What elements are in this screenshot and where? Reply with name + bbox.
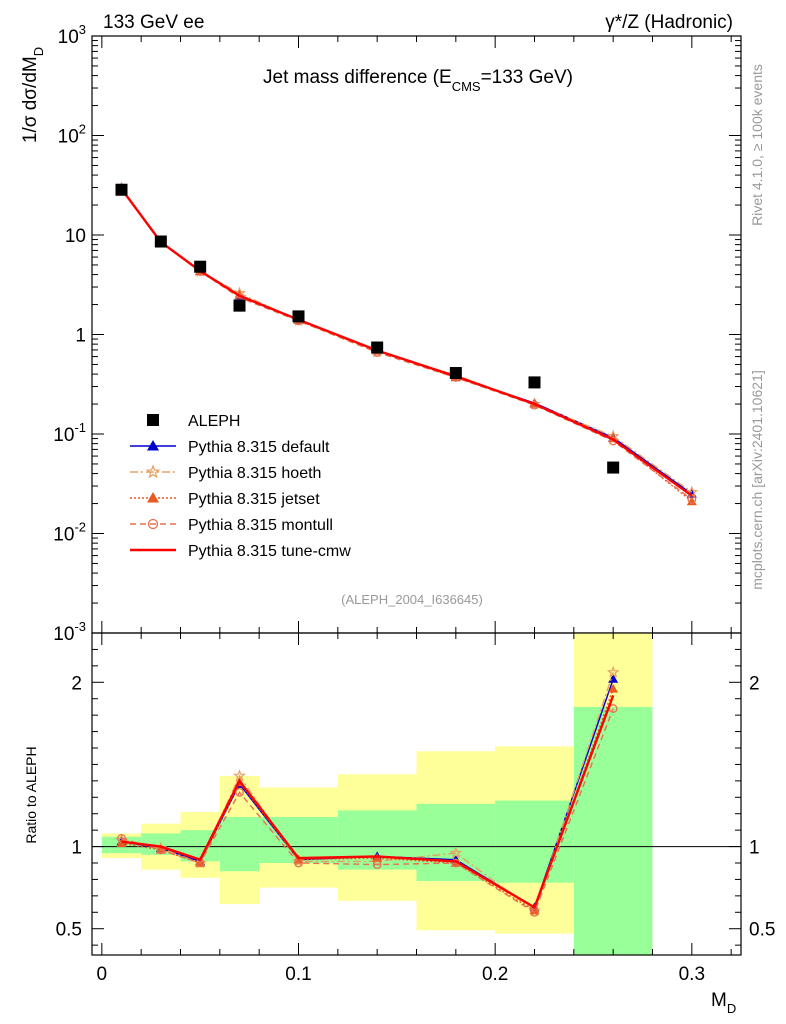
- legend-label-2: Pythia 8.315 hoeth: [188, 465, 321, 482]
- rivet-label: Rivet 4.1.0, ≥ 100k events: [749, 64, 765, 226]
- y-tick-label: 1: [75, 326, 86, 347]
- y-tick-label: 10-2: [53, 520, 86, 546]
- data-point: [371, 341, 384, 354]
- legend-label-3: Pythia 8.315 jetset: [188, 491, 320, 508]
- legend: ALEPH Pythia 8.315 default Pythia 8.315 ho…: [130, 413, 351, 560]
- series-line-4: [120, 188, 693, 497]
- x-tick-label: 0: [97, 964, 108, 985]
- series-point-3: [687, 495, 697, 504]
- ratio-band-inner: [416, 803, 496, 882]
- main-panel: 10-3 10-2 10-1 1 10 102 103: [53, 22, 742, 645]
- ratio-point-3: [235, 787, 244, 797]
- legend-label-1: Pythia 8.315 default: [188, 439, 330, 456]
- data-point: [607, 461, 620, 474]
- ratio-panel: 0 0.1 0.2 0.3 0.5 0.5 1 1 2 2: [56, 632, 775, 985]
- data-point: [233, 299, 246, 312]
- legend-marker-2: [145, 464, 161, 479]
- ratio-line-3: [121, 708, 614, 914]
- ratio-point-2: [529, 905, 540, 915]
- x-tick-label: 0.3: [679, 964, 705, 985]
- y-tick-label: 103: [58, 22, 86, 48]
- ratio-tick-label: 1: [71, 838, 82, 859]
- data-point: [528, 376, 541, 389]
- x-tick-label: 0.1: [285, 964, 311, 985]
- x-tick-label: 0.2: [482, 964, 508, 985]
- legend-label-0: ALEPH: [188, 413, 240, 430]
- ratio-y-axis-label: Ratio to ALEPH: [23, 746, 39, 843]
- y-tick-label: 10-3: [53, 619, 86, 645]
- ratio-tick-label: 1: [749, 838, 760, 859]
- data-point: [194, 260, 207, 273]
- data-point: [449, 367, 462, 380]
- legend-marker-0: [147, 414, 159, 426]
- chart-title: Jet mass difference (ECMS=133 GeV): [263, 67, 573, 94]
- ratio-line-4: [121, 694, 615, 910]
- ratio-tick-label: 2: [749, 673, 760, 694]
- legend-marker-1: [147, 440, 159, 451]
- ratio-line-1: [121, 672, 614, 912]
- legend-marker-3: [147, 492, 159, 503]
- legend-marker-4: [147, 518, 159, 530]
- analysis-id: (ALEPH_2004_I636645): [341, 592, 483, 607]
- y-axis-label: 1/σ dσ/dMD: [20, 47, 46, 143]
- y-tick-label: 102: [58, 122, 86, 148]
- ratio-band-inner: [573, 706, 653, 955]
- y-tick-label: 10: [65, 226, 86, 247]
- ratio-band-inner: [219, 817, 260, 872]
- data-point: [115, 183, 128, 196]
- header-left: 133 GeV ee: [103, 12, 204, 33]
- x-axis-label: MD: [711, 990, 736, 1016]
- header-right: γ*/Z (Hadronic): [605, 12, 733, 33]
- ratio-tick-label: 0.5: [749, 920, 775, 941]
- data-point: [292, 310, 305, 323]
- legend-label-5: Pythia 8.315 tune-cmw: [188, 543, 351, 560]
- ratio-point-2: [608, 683, 619, 693]
- ratio-point-1: [449, 846, 463, 859]
- data-point: [154, 235, 167, 248]
- ratio-point-1: [606, 665, 620, 678]
- ratio-tick-label: 2: [71, 673, 82, 694]
- mcplots-label: mcplots.cern.ch [arXiv:2401.10621]: [749, 370, 765, 589]
- ratio-band-inner: [495, 800, 574, 883]
- ratio-point-3: [372, 860, 382, 870]
- y-tick-label: 10-1: [53, 420, 86, 446]
- legend-label-4: Pythia 8.315 montull: [188, 517, 333, 534]
- ratio-tick-label: 0.5: [56, 920, 82, 941]
